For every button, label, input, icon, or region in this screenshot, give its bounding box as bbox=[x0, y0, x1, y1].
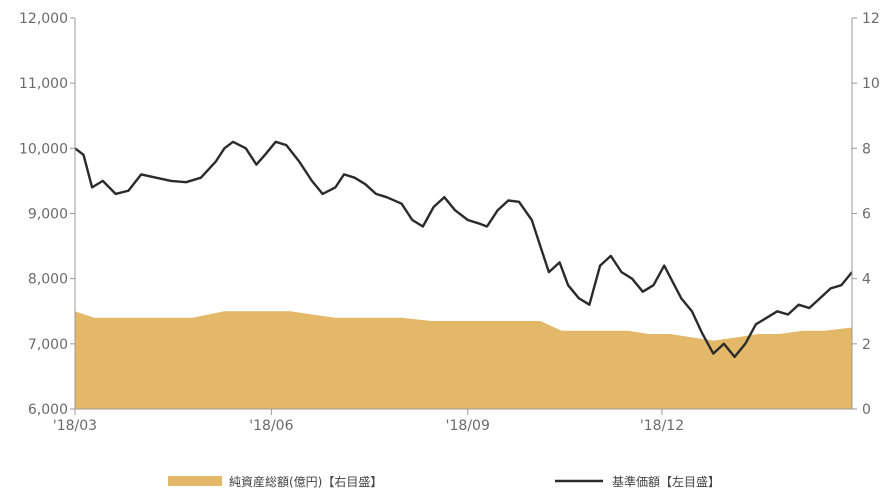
price-line-layer bbox=[74, 140, 853, 359]
x-axis-ticks: '18/03 '18/06 '18/09 '18/12 bbox=[53, 409, 684, 434]
nav-area bbox=[75, 311, 852, 409]
x-tick-label: '18/09 bbox=[446, 418, 490, 434]
plot-area bbox=[74, 140, 853, 409]
left-tick-label: 9,000 bbox=[28, 207, 68, 223]
right-tick-label: 0 bbox=[862, 402, 871, 418]
left-tick-label: 6,000 bbox=[28, 402, 68, 418]
x-tick-label: '18/03 bbox=[53, 418, 97, 434]
right-tick-label: 6 bbox=[862, 207, 871, 223]
right-y-axis-ticks: 0 2 4 6 8 10 12 bbox=[852, 11, 880, 418]
left-tick-label: 11,000 bbox=[19, 76, 68, 92]
right-tick-label: 4 bbox=[862, 272, 871, 288]
left-tick-label: 7,000 bbox=[28, 337, 68, 353]
right-tick-label: 2 bbox=[862, 337, 871, 353]
price-line bbox=[74, 140, 853, 359]
legend-label-price: 基準価額【左目盛】 bbox=[612, 474, 720, 489]
x-tick-label: '18/06 bbox=[249, 418, 293, 434]
right-tick-label: 10 bbox=[862, 76, 880, 92]
right-tick-label: 8 bbox=[862, 141, 871, 157]
left-y-axis-ticks: 6,000 7,000 8,000 9,000 10,000 11,000 12,000 bbox=[19, 11, 75, 418]
legend: 純資産総額(億円)【右目盛】 基準価額【左目盛】 bbox=[168, 474, 720, 489]
legend-swatch-nav bbox=[168, 476, 222, 486]
left-tick-label: 10,000 bbox=[19, 141, 68, 157]
legend-label-nav: 純資産総額(億円)【右目盛】 bbox=[229, 474, 382, 489]
left-tick-label: 8,000 bbox=[28, 272, 68, 288]
left-tick-label: 12,000 bbox=[19, 11, 68, 27]
right-tick-label: 12 bbox=[862, 11, 880, 27]
x-tick-label: '18/12 bbox=[640, 418, 684, 434]
nav-area-layer bbox=[75, 311, 852, 409]
